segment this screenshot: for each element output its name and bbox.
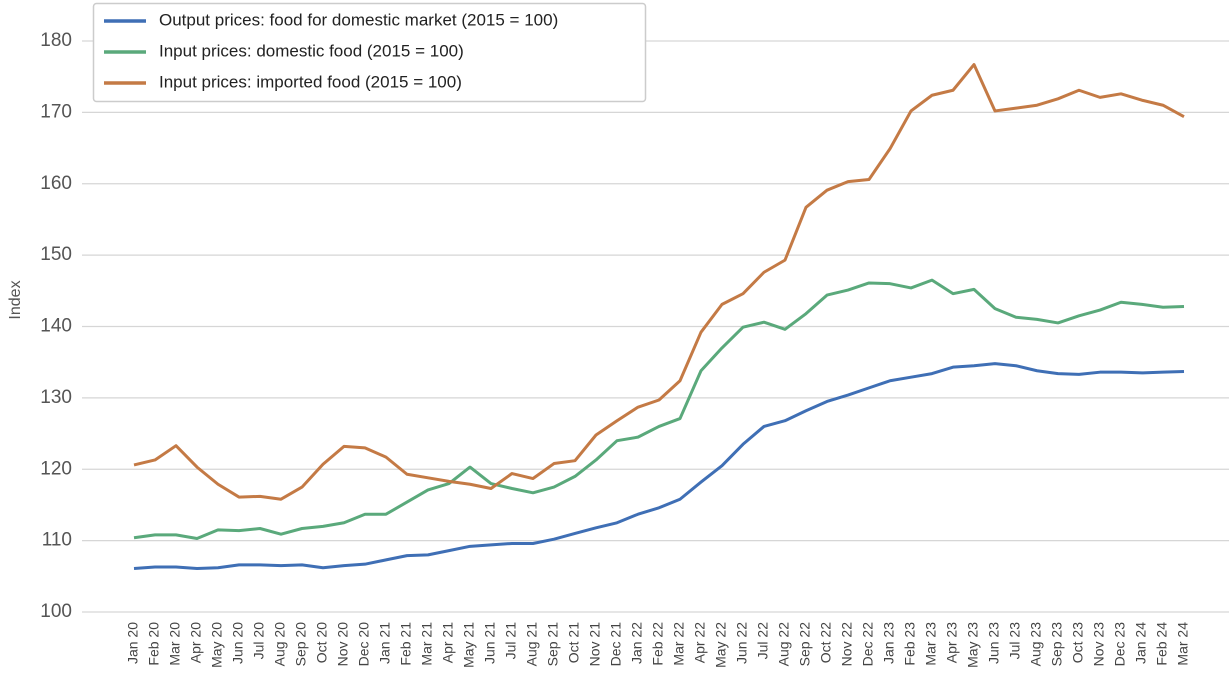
x-tick-label: Dec 21 (608, 622, 624, 667)
x-tick-label: Jul 22 (755, 622, 771, 660)
y-tick-label: 110 (42, 530, 72, 551)
x-tick-label: Mar 20 (167, 622, 183, 666)
y-tick-label: 140 (40, 316, 72, 337)
x-tick-label: Jun 22 (734, 622, 750, 664)
x-tick-label: Sep 21 (545, 622, 561, 667)
x-tick-label: Jan 24 (1133, 622, 1149, 664)
x-tick-label: Feb 24 (1154, 622, 1170, 666)
x-tick-label: Mar 23 (923, 622, 939, 666)
x-tick-label: Jul 23 (1007, 622, 1023, 660)
x-tick-label: Oct 23 (1070, 622, 1086, 663)
x-tick-label: Jan 22 (629, 622, 645, 664)
legend-label: Input prices: domestic food (2015 = 100) (159, 41, 464, 60)
x-tick-label: Jun 20 (230, 622, 246, 664)
x-tick-label: Dec 20 (356, 622, 372, 667)
x-tick-label: Sep 23 (1049, 622, 1065, 667)
y-tick-label: 180 (40, 30, 72, 51)
x-tick-label: Nov 21 (587, 622, 603, 667)
y-axis-label: Index (7, 280, 24, 319)
series-line (133, 63, 1185, 501)
x-tick-label: Sep 22 (797, 622, 813, 667)
x-tick-label: Nov 22 (839, 622, 855, 667)
x-tick-label: Jan 23 (881, 622, 897, 664)
x-tick-label: Apr 23 (944, 622, 960, 663)
y-tick-label: 170 (40, 101, 72, 122)
x-tick-label: Mar 21 (419, 622, 435, 666)
x-tick-label: Jun 21 (482, 622, 498, 664)
x-tick-label: May 22 (713, 622, 729, 668)
series-line (133, 278, 1185, 540)
x-tick-label: Jun 23 (986, 622, 1002, 664)
x-tick-label: Jul 21 (503, 622, 519, 660)
legend-box (92, 2, 647, 103)
x-tick-label: Feb 20 (146, 622, 162, 666)
x-tick-label: Aug 23 (1028, 622, 1044, 667)
x-tick-label: May 21 (461, 622, 477, 668)
x-tick-label: Jul 20 (251, 622, 267, 660)
x-tick-label: Jan 21 (377, 622, 393, 664)
x-tick-label: Apr 22 (692, 622, 708, 663)
x-tick-label: Jan 20 (125, 622, 141, 664)
x-tick-label: Oct 20 (314, 622, 330, 663)
legend-label: Input prices: imported food (2015 = 100) (159, 72, 462, 91)
series-line (133, 362, 1185, 570)
x-tick-label: Aug 21 (524, 622, 540, 667)
legend-label: Output prices: food for domestic market … (159, 10, 558, 29)
y-tick-label: 160 (40, 173, 72, 194)
y-tick-label: 120 (40, 458, 72, 479)
x-tick-label: Mar 22 (671, 622, 687, 666)
x-tick-label: Sep 20 (293, 622, 309, 667)
x-tick-label: Mar 24 (1175, 622, 1191, 666)
x-tick-label: Nov 20 (335, 622, 351, 667)
x-tick-label: Oct 21 (566, 622, 582, 663)
x-tick-label: Oct 22 (818, 622, 834, 663)
x-tick-label: Feb 23 (902, 622, 918, 666)
x-tick-label: Apr 20 (188, 622, 204, 663)
x-tick-label: Aug 22 (776, 622, 792, 667)
legend: Output prices: food for domestic market … (92, 2, 647, 103)
y-tick-label: 100 (40, 601, 72, 622)
x-tick-label: Feb 21 (398, 622, 414, 666)
x-tick-label: Dec 23 (1112, 622, 1128, 667)
x-tick-label: Nov 23 (1091, 622, 1107, 667)
x-tick-label: Aug 20 (272, 622, 288, 667)
y-tick-label: 150 (40, 244, 72, 265)
x-tick-label: Feb 22 (650, 622, 666, 666)
y-tick-label: 130 (40, 387, 72, 408)
x-tick-label: Dec 22 (860, 622, 876, 667)
x-tick-label: May 20 (209, 622, 225, 668)
x-tick-label: Apr 21 (440, 622, 456, 663)
x-tick-label: May 23 (965, 622, 981, 668)
